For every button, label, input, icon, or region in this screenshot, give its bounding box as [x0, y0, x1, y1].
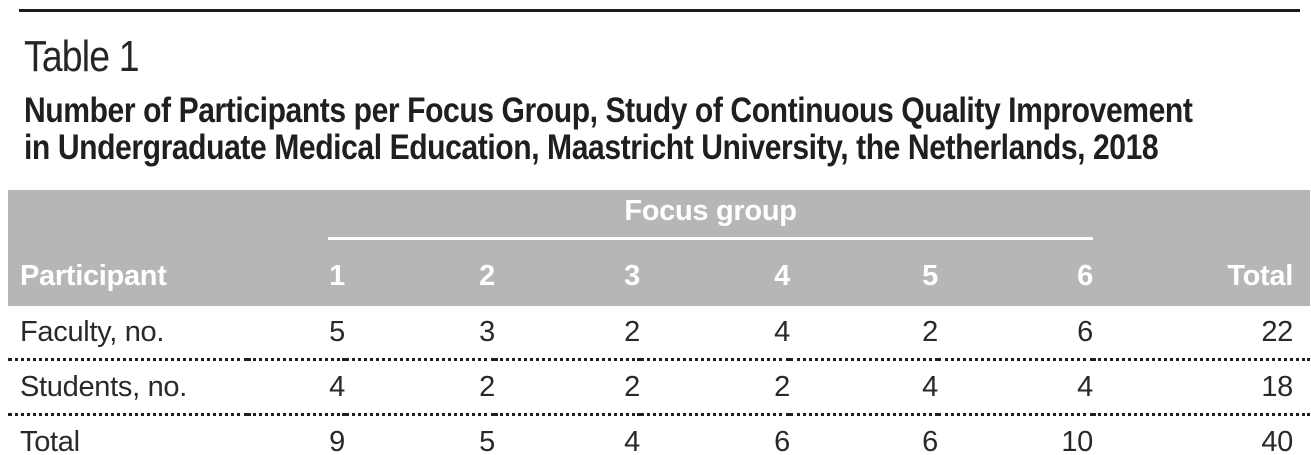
total-group-4: 6	[640, 413, 790, 455]
top-rule	[19, 9, 1300, 12]
faculty-group-5: 2	[922, 315, 938, 348]
students-group-1: 4	[248, 358, 345, 415]
students-total: 18	[1093, 358, 1310, 415]
students-group-2: 2	[345, 358, 495, 415]
col-header-total: Total	[1227, 260, 1293, 292]
col-header-group-3: 3	[624, 260, 640, 292]
students-group-5: 4	[790, 358, 938, 415]
row-label-students: Students, no.	[8, 358, 248, 415]
col-header-group-1: 1	[329, 260, 345, 292]
focus-group-header: Focus group	[328, 195, 1093, 240]
faculty-group-1: 5	[329, 315, 345, 348]
group-header-row: Focus group	[8, 190, 1310, 240]
faculty-group-2: 3	[479, 315, 495, 348]
students-group-4: 2	[640, 358, 790, 415]
table-header: Focus group Participant 1 2 3 4 5 6 Tota…	[8, 190, 1310, 306]
group-header-spacer-left	[8, 190, 248, 240]
faculty-total: 22	[1261, 315, 1293, 348]
table-title-line2: in Undergraduate Medical Education, Maas…	[24, 128, 1159, 167]
students-group-6: 4	[938, 358, 1093, 415]
total-total: 40	[1093, 413, 1310, 455]
col-header-group-6: 6	[1077, 260, 1093, 292]
faculty-group-6: 6	[1077, 315, 1093, 348]
table-row-students: Students, no. 4 2 2 2 4 4 18	[8, 358, 1310, 415]
total-group-2: 5	[345, 413, 495, 455]
table-row-total: Total 9 5 4 6 6 10 40	[8, 413, 1310, 455]
total-group-6: 10	[938, 413, 1093, 455]
row-label-faculty: Faculty, no.	[20, 315, 165, 348]
faculty-group-3: 2	[624, 315, 640, 348]
participants-table: Focus group Participant 1 2 3 4 5 6 Tota…	[8, 190, 1310, 455]
col-header-group-2: 2	[479, 260, 495, 292]
column-header-row: Participant 1 2 3 4 5 6 Total	[8, 240, 1310, 306]
total-group-3: 4	[495, 413, 640, 455]
col-header-participant: Participant	[20, 260, 167, 292]
students-group-3: 2	[495, 358, 640, 415]
total-group-1: 9	[248, 413, 345, 455]
faculty-group-4: 4	[774, 315, 790, 348]
table-title-line1: Number of Participants per Focus Group, …	[24, 91, 1193, 130]
col-header-group-5: 5	[922, 260, 938, 292]
total-group-5: 6	[790, 413, 938, 455]
table-kicker: Table 1	[24, 32, 140, 81]
focus-group-header-cell: Focus group	[248, 190, 1093, 240]
row-label-total: Total	[8, 413, 248, 455]
group-header-spacer-right	[1093, 190, 1310, 240]
table-title: Number of Participants per Focus Group, …	[24, 91, 1193, 167]
table-row-faculty: Faculty, no. 5 3 2 4 2 6 22	[8, 306, 1310, 360]
table-body: Faculty, no. 5 3 2 4 2 6 22 Students, no…	[8, 306, 1310, 455]
col-header-group-4: 4	[774, 260, 790, 292]
